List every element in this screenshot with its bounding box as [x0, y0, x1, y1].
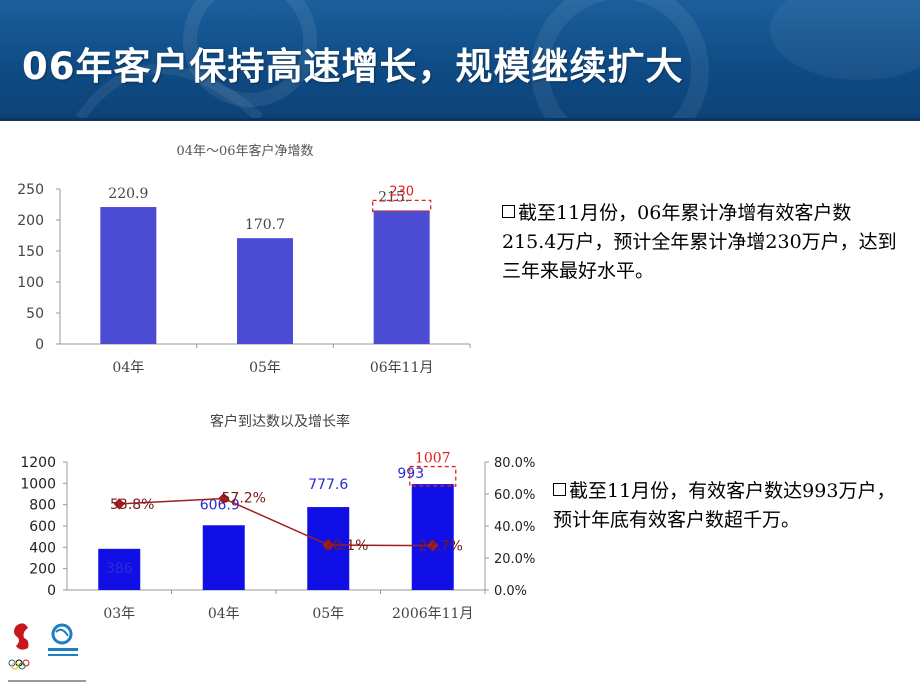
- chart2-growth-label: 57.2%: [222, 490, 266, 506]
- chart2-x-tick-label: 05年: [312, 606, 344, 622]
- chart2-left-tick-label: 600: [29, 519, 56, 535]
- chart2-bar-label: 386: [106, 561, 133, 577]
- chart1-data-label: 215.: [378, 189, 409, 205]
- chart2-x-tick-label: 03年: [103, 606, 135, 622]
- chart1-bar: [237, 238, 293, 344]
- note-text-2: 截至11月份，有效客户数达993万户，预计年底有效客户数超千万。: [553, 480, 896, 531]
- title-banner: 06年客户保持高速增长，规模继续扩大: [0, 0, 920, 118]
- chart2-x-tick-label: 04年: [208, 606, 240, 622]
- chart1-y-tick-label: 100: [17, 275, 44, 291]
- chart2-title: 客户到达数以及增长率: [210, 413, 350, 430]
- chart2-growth-marker: [322, 539, 334, 551]
- chart1-data-label: 220.9: [108, 186, 148, 202]
- chart1-x-tick-label: 04年: [112, 360, 144, 376]
- beijing-2008-logo-icon: [8, 623, 30, 670]
- chart2-bar: [202, 525, 245, 590]
- chart2-forecast-box: [409, 465, 457, 487]
- chart1-y-tick-label: 250: [17, 182, 44, 198]
- chart1-forecast-box: [372, 199, 432, 213]
- chart2-x-tick-label: 2006年11月: [392, 606, 473, 622]
- china-mobile-logo-icon: [48, 623, 78, 656]
- chart2-left-tick-label: 800: [29, 498, 56, 514]
- note-total-customers: 截至11月份，有效客户数达993万户，预计年底有效客户数超千万。: [553, 477, 903, 535]
- chart1-y-tick-label: 200: [17, 213, 44, 229]
- chart2-right-tick-label: 20.0%: [494, 552, 535, 567]
- chart2-growth-marker: [427, 540, 439, 552]
- chart1-forecast-label: 230: [389, 184, 414, 199]
- banner-decoration: [75, 0, 920, 118]
- chart1-title: 04年～06年客户净增数: [176, 143, 313, 159]
- chart1-data-label: 170.7: [245, 217, 285, 233]
- note-net-increase: 截至11月份，06年累计净增有效客户数215.4万户，预计全年累计净增230万户…: [502, 199, 902, 286]
- banner-divider: [0, 118, 920, 121]
- checkbox-bullet-icon: [553, 483, 566, 496]
- chart2-left-tick-label: 1200: [20, 455, 56, 471]
- chart2-right-tick-label: 0.0%: [494, 584, 527, 599]
- note-text-1: 截至11月份，06年累计净增有效客户数215.4万户，预计全年累计净增230万户…: [502, 202, 897, 282]
- chart2-right-tick-label: 80.0%: [494, 456, 535, 471]
- chart1-y-tick-label: 150: [17, 244, 44, 260]
- chart2-growth-label: 27.7%: [419, 539, 463, 555]
- chart2-bar: [98, 548, 141, 590]
- chart1-x-tick-label: 05年: [249, 360, 281, 376]
- chart1-bar: [100, 207, 157, 344]
- chart1-y-tick-label: 0: [35, 337, 44, 353]
- chart2-left-tick-label: 200: [29, 562, 56, 578]
- chart2-growth-line: [119, 497, 433, 547]
- chart2-left-tick-label: 0: [47, 583, 56, 599]
- chart2-growth-label: 28.1%: [324, 538, 368, 554]
- logos: [8, 623, 86, 682]
- chart2-right-tick-label: 40.0%: [494, 520, 535, 535]
- chart2-left-tick-label: 400: [29, 540, 56, 556]
- logo-caption-line: [8, 680, 86, 682]
- chart1-y-tick-label: 50: [26, 306, 44, 322]
- page-title: 06年客户保持高速增长，规模继续扩大: [22, 45, 684, 88]
- chart2-forecast-label: 1007: [415, 451, 451, 467]
- chart2-bar-label: 777.6: [308, 477, 348, 493]
- chart2-growth-marker: [218, 492, 230, 505]
- chart2-bar-label: 993: [397, 466, 424, 482]
- chart2-growth-label: 53.8%: [110, 497, 154, 513]
- chart1-bar: [373, 210, 430, 344]
- checkbox-bullet-icon: [502, 205, 515, 218]
- chart2-left-tick-label: 1000: [20, 476, 56, 492]
- chart2-right-tick-label: 60.0%: [494, 488, 535, 503]
- chart2-bar: [411, 484, 454, 590]
- chart1-x-tick-label: 06年11月: [370, 360, 434, 376]
